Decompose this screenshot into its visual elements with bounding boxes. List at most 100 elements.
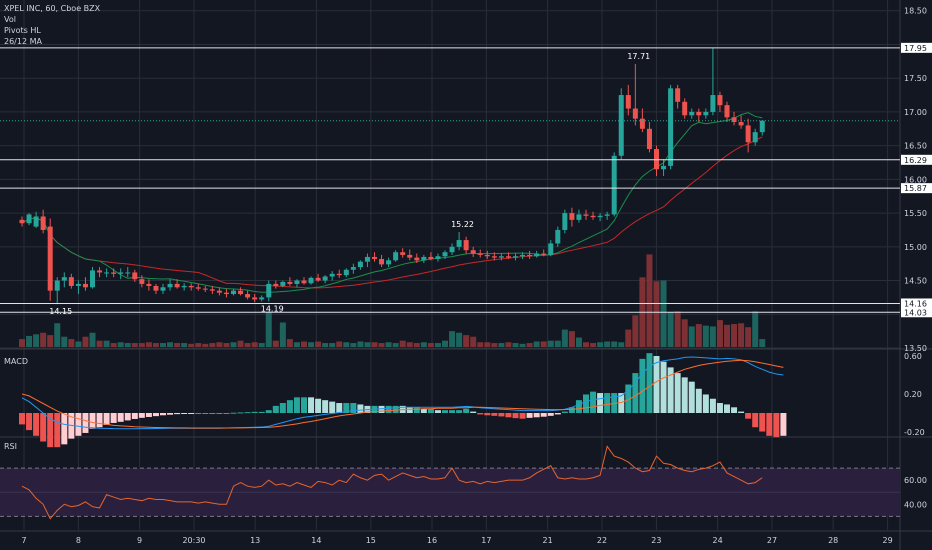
candle-body — [449, 246, 455, 253]
candle-body — [717, 95, 723, 106]
macd-histogram-bar — [526, 413, 533, 418]
price-tick-label: 14.50 — [904, 277, 927, 286]
candle-body — [315, 277, 321, 281]
volume-bar — [463, 335, 470, 347]
level-price-label: 14.03 — [904, 308, 927, 317]
macd-histogram-bar — [378, 405, 385, 413]
time-tick-label: 29 — [883, 536, 893, 545]
macd-histogram-bar — [590, 391, 597, 413]
candle-body — [435, 256, 441, 259]
candle-body — [414, 257, 420, 261]
volume-bar — [244, 343, 251, 347]
volume-bar — [357, 341, 364, 347]
volume-bar — [89, 332, 96, 347]
candle-body — [555, 229, 561, 244]
macd-histogram-bar — [505, 413, 512, 418]
candle-body — [491, 256, 497, 258]
macd-histogram-bar — [646, 353, 653, 413]
candle-body — [259, 297, 265, 300]
volume-bar — [547, 340, 554, 347]
candle-body — [139, 279, 145, 284]
time-tick-label: 16 — [427, 536, 437, 545]
candle-body — [195, 287, 201, 289]
candle-body — [308, 277, 314, 284]
volume-bar — [33, 334, 40, 347]
candle-body — [646, 128, 652, 150]
macd-histogram-bar — [512, 413, 519, 419]
macd-histogram-bar — [174, 413, 181, 415]
volume-bar — [272, 340, 279, 347]
candle-body — [209, 289, 215, 291]
macd-histogram-bar — [265, 410, 272, 413]
volume-bar — [420, 342, 427, 347]
price-tick-label: 17.00 — [904, 108, 927, 117]
macd-histogram-bar — [533, 413, 540, 418]
time-tick-label: 15 — [366, 536, 376, 545]
candle-body — [75, 283, 81, 286]
macd-histogram-bar — [625, 384, 632, 413]
level-price-label: 16.29 — [904, 156, 927, 165]
candle-body — [513, 256, 518, 258]
volume-bar — [597, 342, 604, 347]
candle-body — [428, 256, 434, 259]
macd-histogram-bar — [343, 403, 350, 413]
macd-histogram-bar — [604, 393, 611, 413]
volume-bar — [554, 340, 561, 347]
macd-histogram-bar — [427, 408, 434, 413]
volume-bar — [716, 320, 723, 347]
candle-body — [61, 277, 67, 281]
candle-body — [470, 250, 476, 254]
candle-body — [689, 111, 695, 116]
candle-body — [379, 258, 385, 265]
candle-body — [54, 280, 60, 291]
macd-histogram-bar — [780, 413, 787, 436]
candle-body — [569, 213, 575, 220]
volume-bar — [653, 281, 660, 347]
volume-bar — [752, 311, 759, 347]
macd-histogram-bar — [61, 413, 68, 445]
candle-body — [238, 290, 244, 295]
candle-body — [167, 283, 173, 288]
volume-bar — [449, 331, 456, 347]
time-tick-label: 28 — [828, 536, 838, 545]
volume-bar — [343, 342, 350, 347]
candle-body — [125, 272, 131, 274]
pivot-label: 14.19 — [261, 304, 284, 313]
candle-body — [188, 285, 194, 288]
volume-bar — [724, 324, 730, 347]
level-price-label: 14.16 — [904, 299, 927, 308]
macd-histogram-bar — [470, 411, 477, 413]
volume-bar — [329, 343, 336, 347]
volume-bar — [103, 340, 110, 347]
volume-bar — [618, 342, 625, 347]
rsi-tick-label: 60.00 — [904, 476, 927, 485]
macd-pane-label: MACD — [4, 357, 28, 366]
macd-histogram-bar — [160, 413, 166, 416]
macd-histogram-bar — [731, 407, 738, 413]
candle-body — [675, 88, 681, 102]
macd-histogram-bar — [561, 411, 568, 413]
candle-body — [357, 261, 363, 268]
macd-histogram-bar — [82, 413, 89, 433]
macd-histogram-bar — [26, 413, 33, 431]
volume-bar — [40, 332, 47, 347]
candle-body — [216, 290, 222, 293]
candle-body — [738, 122, 744, 126]
volume-bar — [745, 327, 752, 347]
time-tick-label: 23 — [651, 536, 661, 545]
macd-histogram-bar — [195, 413, 202, 414]
volume-bar — [188, 343, 195, 347]
volume-bar — [575, 337, 582, 347]
level-price-label: 15.87 — [904, 184, 927, 193]
macd-histogram-bar — [745, 413, 752, 419]
candle-body — [724, 105, 730, 118]
macd-histogram-bar — [477, 413, 484, 415]
candle-body — [33, 216, 39, 227]
volume-bar — [434, 343, 441, 347]
volume-bar — [230, 342, 237, 347]
time-tick-label: 14 — [311, 536, 321, 545]
candle-body — [97, 270, 103, 273]
time-tick-label: 24 — [713, 536, 723, 545]
